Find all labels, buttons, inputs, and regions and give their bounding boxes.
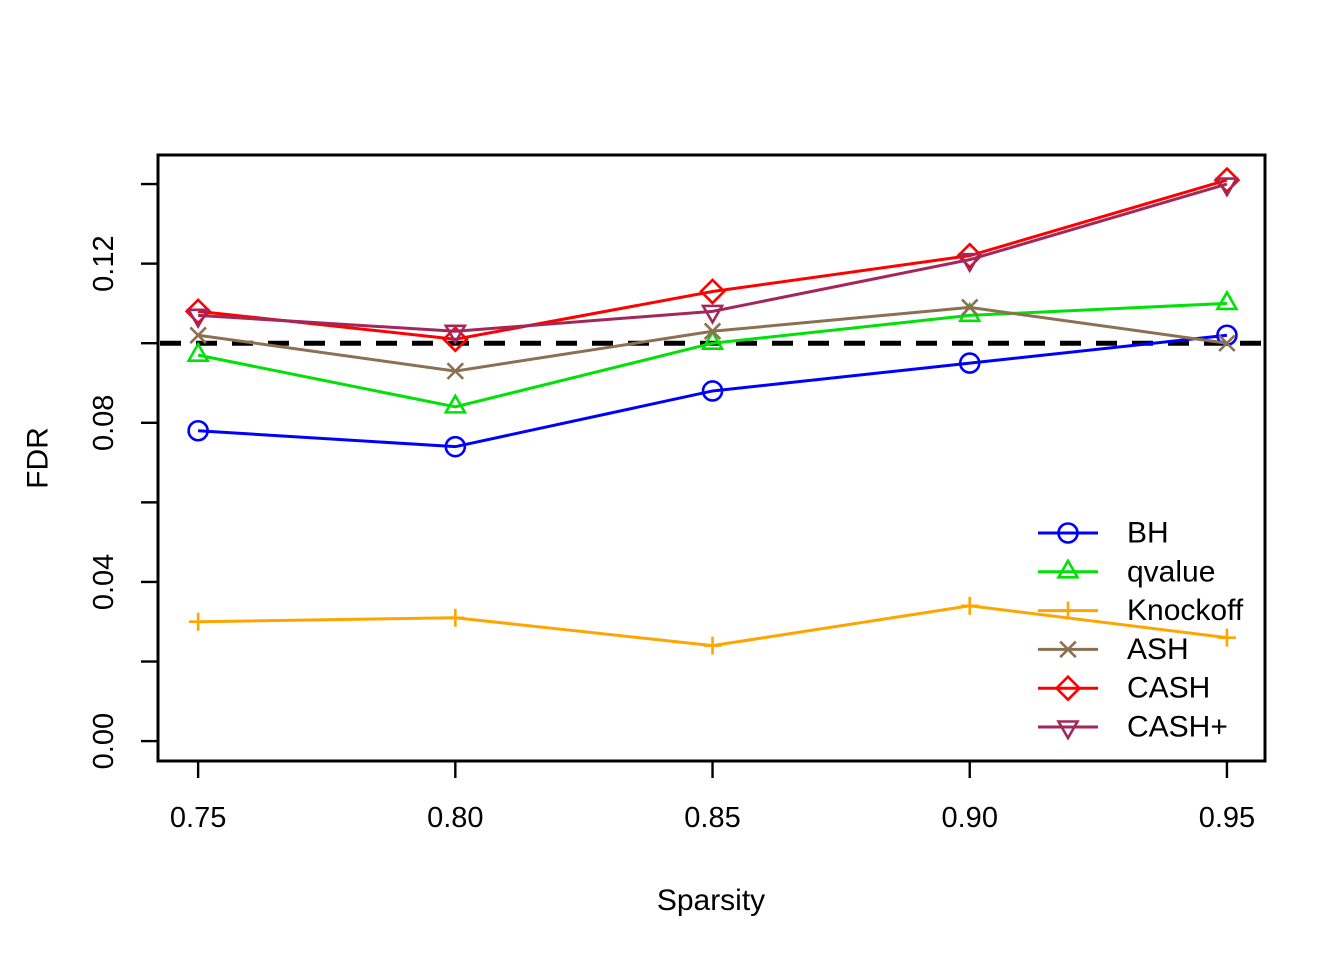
legend-item-CASH: CASH	[1038, 672, 1210, 705]
marker-x-ASH	[189, 326, 207, 344]
marker-triangle-up-qvalue	[1215, 289, 1239, 311]
series-Knockoff	[189, 596, 1236, 655]
plot-border	[156, 153, 1267, 763]
series-ASH	[189, 298, 1236, 380]
legend-triangle-down-icon	[1056, 720, 1080, 741]
legend-circle-icon	[1057, 522, 1079, 544]
x-tick-label: 0.85	[684, 802, 740, 834]
y-axis: 0.00 0.04 0.08 0.12	[88, 182, 157, 769]
x-axis: 0.75 0.80 0.85 0.90 0.95	[170, 762, 1255, 834]
series-CASH	[184, 166, 1241, 353]
x-axis-title: Sparsity	[657, 884, 765, 917]
marker-plus-Knockoff	[703, 636, 722, 655]
marker-triangle-up-qvalue	[700, 329, 725, 351]
marker-triangle-down-CASH+	[443, 324, 468, 345]
legend-diamond-icon	[1054, 674, 1082, 702]
marker-x-ASH	[446, 362, 465, 380]
marker-x-ASH	[703, 322, 722, 340]
marker-triangle-down-CASH+	[1215, 177, 1239, 198]
series-CASH+	[186, 177, 1239, 345]
series-line-CASH+	[198, 182, 1228, 333]
legend-item-CASH+: CASH+	[1038, 711, 1228, 744]
marker-triangle-down-CASH+	[186, 308, 210, 329]
marker-diamond-CASH	[956, 242, 984, 270]
x-tick-label: 0.90	[942, 802, 998, 834]
marker-circle-BH	[958, 352, 981, 374]
series-line-ASH	[197, 305, 1228, 373]
legend-label: ASH	[1127, 633, 1189, 666]
y-tick-label: 0.12	[88, 235, 120, 291]
x-tick-label: 0.75	[170, 802, 226, 834]
marker-triangle-down-CASH+	[700, 304, 725, 325]
legend-triangle-up-icon	[1056, 558, 1080, 579]
legend-item-Knockoff: Knockoff	[1038, 594, 1244, 627]
legend-label: CASH	[1127, 672, 1210, 705]
marker-diamond-CASH	[184, 298, 212, 325]
marker-plus-Knockoff	[960, 596, 979, 615]
marker-circle-BH	[701, 380, 724, 402]
marker-triangle-up-qvalue	[186, 341, 210, 362]
marker-diamond-CASH	[1213, 166, 1241, 194]
marker-circle-BH	[187, 419, 209, 442]
series-line-qvalue	[197, 301, 1228, 409]
marker-plus-Knockoff	[446, 608, 465, 627]
series-line-BH	[198, 333, 1228, 449]
legend-label: qvalue	[1127, 555, 1215, 588]
y-tick-label: 0.04	[88, 554, 120, 610]
legend-item-qvalue: qvalue	[1038, 555, 1215, 588]
series-line-CASH	[197, 178, 1228, 341]
legend: BH qvalue Knockoff ASH CASH CASH+	[1038, 517, 1244, 744]
y-tick-label: 0.08	[88, 395, 120, 451]
legend-label: CASH+	[1127, 711, 1228, 744]
legend-label: BH	[1127, 517, 1169, 550]
x-tick-label: 0.80	[427, 802, 483, 834]
legend-item-BH: BH	[1038, 517, 1169, 550]
y-axis-title: FDR	[22, 427, 55, 489]
marker-x-ASH	[1218, 334, 1236, 352]
marker-x-ASH	[961, 298, 979, 317]
marker-circle-BH	[444, 435, 467, 458]
legend-label: Knockoff	[1127, 594, 1244, 627]
marker-diamond-CASH	[441, 325, 469, 353]
legend-plus-icon	[1059, 601, 1077, 620]
marker-plus-Knockoff	[189, 612, 208, 631]
marker-triangle-up-qvalue	[443, 393, 468, 414]
legend-item-ASH: ASH	[1038, 633, 1189, 666]
marker-plus-Knockoff	[1217, 628, 1236, 647]
x-tick-label: 0.95	[1199, 802, 1255, 834]
marker-triangle-down-CASH+	[957, 252, 982, 274]
marker-diamond-CASH	[699, 278, 726, 305]
y-tick-label: 0.00	[88, 713, 120, 769]
legend-x-icon	[1059, 640, 1077, 659]
